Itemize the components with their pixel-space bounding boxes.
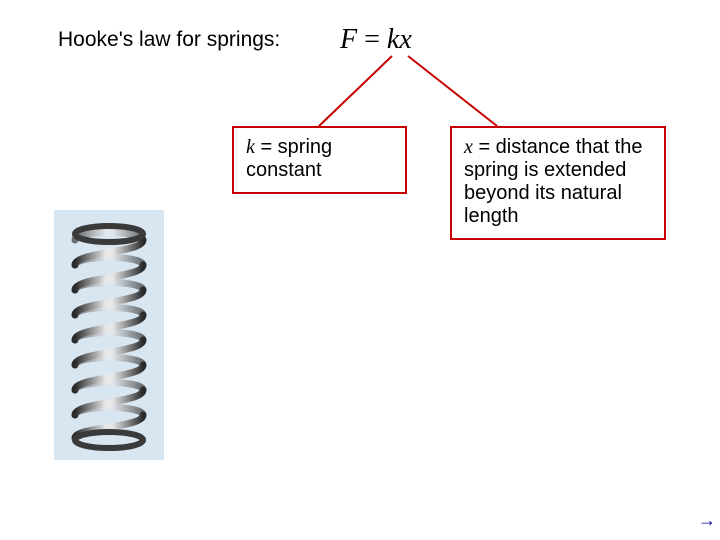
callout-box-k: k = spring constant (232, 126, 407, 194)
callout-line-k (319, 56, 392, 126)
equation-var-x: x (399, 24, 411, 55)
callout-x-text: = distance that the spring is extended b… (464, 136, 642, 227)
callout-box-x: x = distance that the spring is extended… (450, 126, 666, 240)
equation-var-F: F (340, 24, 357, 55)
callout-k-var: k (246, 136, 255, 158)
next-arrow-icon[interactable]: → (698, 510, 716, 531)
spring-coil-svg (54, 210, 164, 460)
callout-x-var: x (464, 136, 473, 158)
spring-image-panel (54, 210, 164, 460)
slide-title: Hooke's law for springs: (58, 28, 280, 52)
equation-hookes-law: F = kx (340, 24, 412, 56)
callout-line-x (408, 56, 497, 126)
equation-equals: = (357, 24, 387, 55)
callout-k-text: = spring constant (246, 136, 332, 181)
spring-bottom-end (75, 432, 143, 448)
equation-var-k: k (387, 24, 399, 55)
